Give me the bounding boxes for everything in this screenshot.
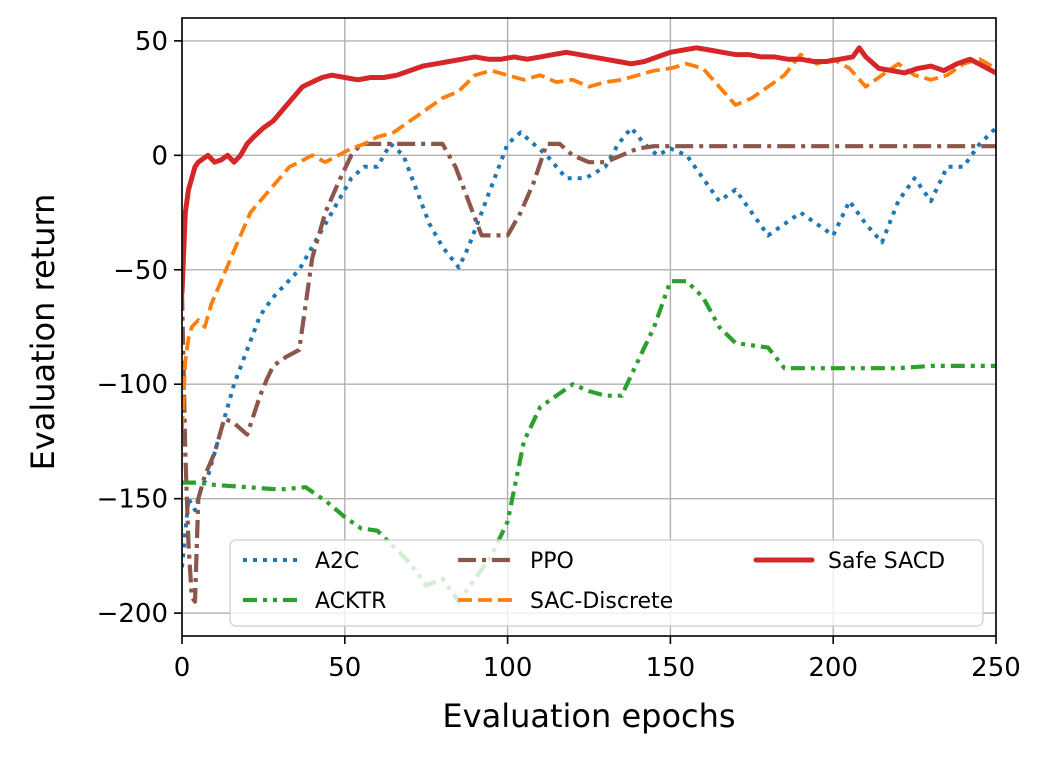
y-tick-label: −50 [113, 256, 168, 286]
legend: A2C ACKTR PPO SAC-Discrete Safe SACD [229, 539, 984, 627]
x-tick-label: 100 [483, 653, 533, 683]
plot-frame [181, 17, 997, 637]
y-axis-title: Evaluation return [24, 194, 62, 471]
legend-label-a2c: A2C [315, 549, 359, 574]
y-tick-label: −200 [97, 599, 168, 629]
x-axis-title: Evaluation epochs [442, 697, 735, 735]
x-tick-label: 50 [328, 653, 361, 683]
legend-label-ppo: PPO [530, 549, 574, 574]
x-tick-label: 0 [174, 653, 191, 683]
series-layer [182, 45, 996, 604]
series-line-a2c [182, 125, 996, 568]
series-line-acktr [182, 279, 996, 604]
y-tick-label: 50 [135, 27, 168, 57]
legend-label-sac-discrete: SAC-Discrete [530, 589, 673, 614]
series-line-sac-discrete [182, 52, 996, 431]
series-line-ppo [182, 141, 996, 604]
axis-ticks: 0 50 100 150 200 250 −200 −150 −100 −50 0 50 [97, 27, 1021, 683]
legend-label-safe-sacd: Safe SACD [828, 549, 945, 574]
y-tick-label: −150 [97, 485, 168, 515]
x-tick-label: 250 [971, 653, 1021, 683]
x-tick-label: 200 [808, 653, 858, 683]
y-tick-label: −100 [97, 370, 168, 400]
series-line-safe-sacd [182, 45, 996, 296]
y-tick-label: 0 [151, 141, 168, 171]
legend-entries: A2C ACKTR PPO SAC-Discrete Safe SACD [243, 549, 945, 614]
x-tick-label: 150 [646, 653, 696, 683]
legend-label-acktr: ACKTR [315, 589, 386, 614]
